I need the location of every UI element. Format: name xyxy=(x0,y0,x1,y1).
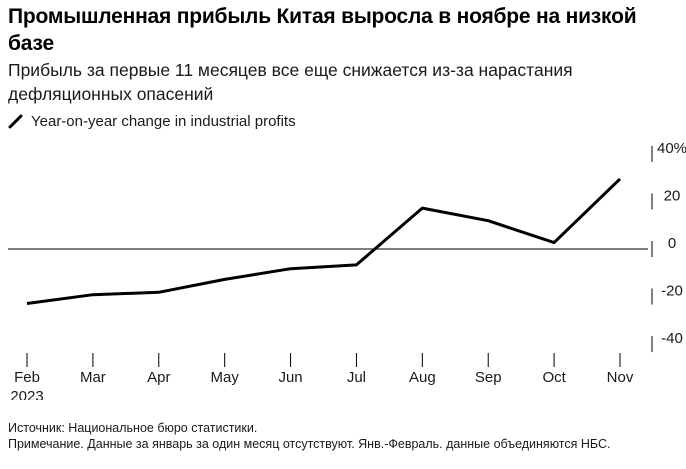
x-year-label: 2023 xyxy=(10,388,43,400)
x-tick-label: Feb xyxy=(14,369,40,386)
y-tick-label: 20 xyxy=(664,187,681,204)
x-tick-label: Apr xyxy=(147,369,170,386)
diagonal-line-icon xyxy=(8,114,23,129)
x-tick-label: Jun xyxy=(278,369,302,386)
legend: Year-on-year change in industrial profit… xyxy=(8,110,296,132)
x-tick-label: Mar xyxy=(80,369,106,386)
y-tick-label: -20 xyxy=(661,283,683,300)
x-tick-label: Jul xyxy=(347,369,366,386)
x-tick-label: Sep xyxy=(475,369,502,386)
x-tick-label: Aug xyxy=(409,369,436,386)
chart-title: Промышленная прибыль Китая выросла в ноя… xyxy=(8,5,637,55)
line-chart: 40% 20 0 -20 -40 Feb Mar Apr May Jun Jul Aug Sep Oct N… xyxy=(8,140,686,400)
y-tick-label: 0 xyxy=(668,235,676,252)
footnotes: Источник: Национальное бюро статистики. … xyxy=(8,420,678,452)
x-tick-label: May xyxy=(210,369,239,386)
source-note: Источник: Национальное бюро статистики. xyxy=(8,421,258,435)
chart-subtitle: Прибыль за первые 11 месяцев все еще сни… xyxy=(8,60,573,104)
y-tick-label: -40 xyxy=(661,330,683,347)
legend-label: Year-on-year change in industrial profit… xyxy=(31,112,296,130)
x-tick-label: Oct xyxy=(542,369,566,386)
series-line xyxy=(26,177,622,305)
x-tick-label: Nov xyxy=(607,369,634,386)
footnote: Примечание. Данные за январь за один мес… xyxy=(8,437,611,451)
y-tick-label: 40% xyxy=(657,140,686,157)
